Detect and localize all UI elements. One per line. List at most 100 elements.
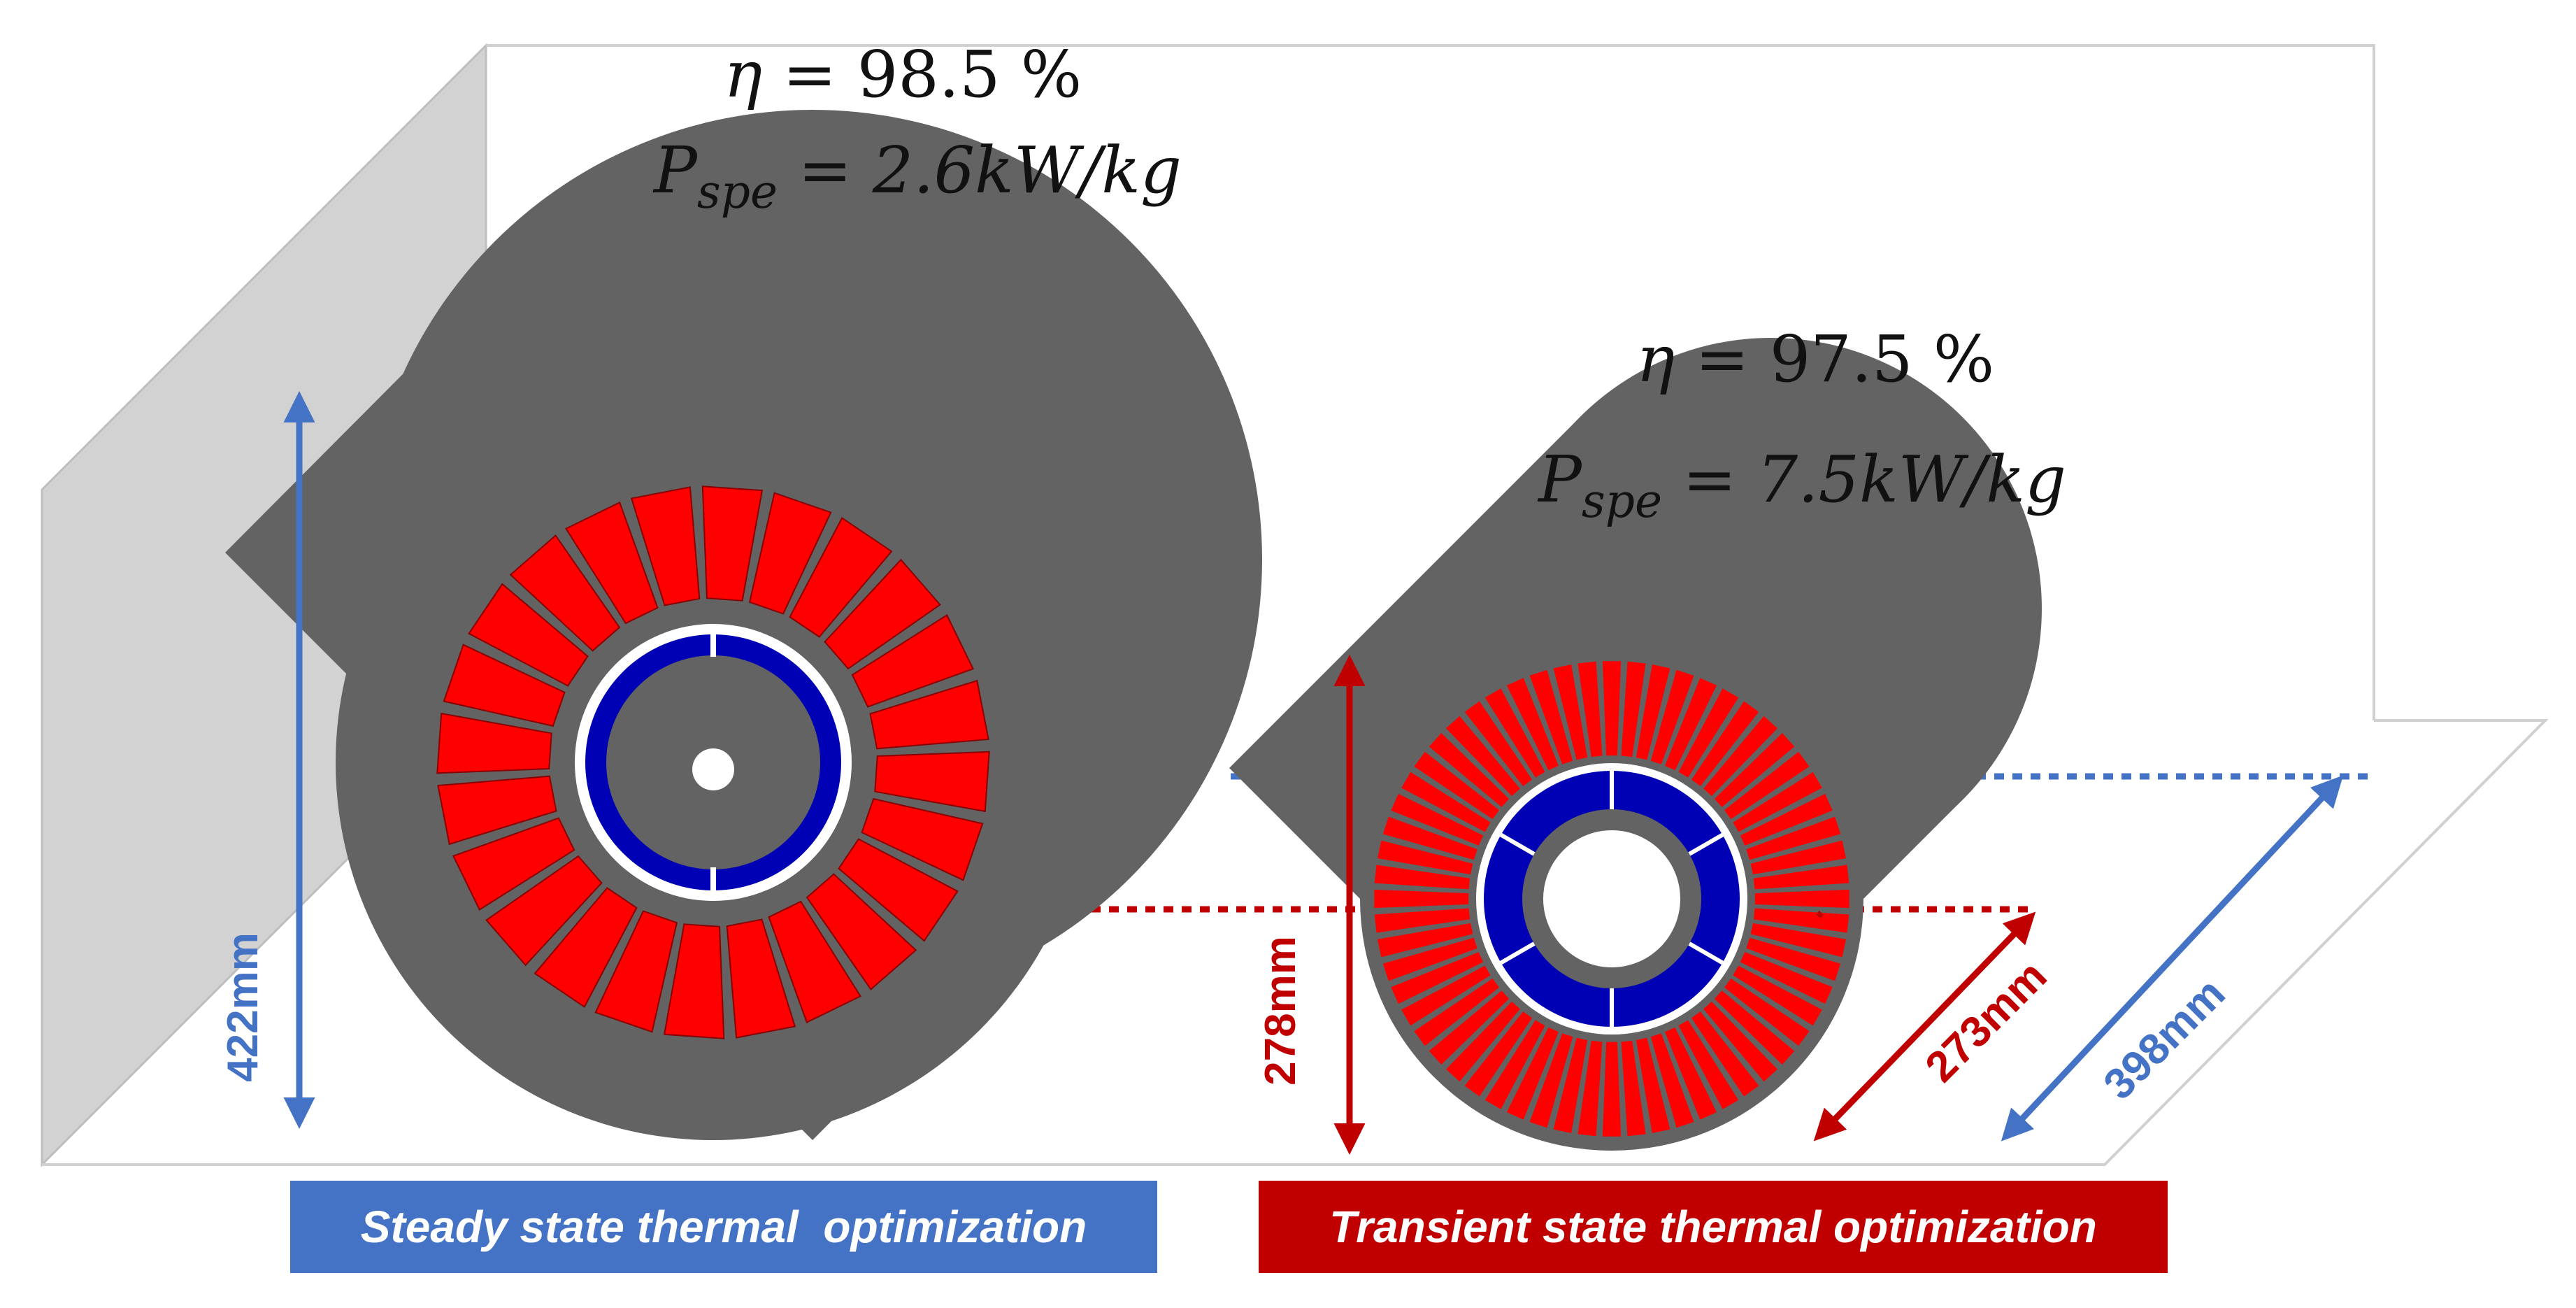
winding-slot: [1429, 990, 1509, 1065]
winding-slot: [1621, 661, 1646, 758]
winding-slot: [1446, 716, 1520, 796]
transient-height-label: 278mm: [1257, 936, 1305, 1086]
steady-shaft-hole: [692, 748, 734, 790]
winding-slot: [1401, 772, 1491, 832]
winding-slot: [1553, 1037, 1588, 1133]
steady-stator-windings: [436, 485, 990, 1039]
steady-state-caption: Steady state thermal optimization: [360, 1202, 1087, 1252]
transient-depth-arrow-main: [1813, 911, 2036, 1142]
winding-slot: [1429, 733, 1509, 807]
winding-slot: [1703, 1002, 1777, 1082]
winding-slot: [1636, 664, 1670, 760]
winding-slot: [1391, 793, 1484, 846]
transient-state-caption-banner: Transient state thermal optimization: [1259, 1181, 2168, 1273]
winding-slot: [851, 614, 974, 708]
winding-slot: [861, 797, 984, 881]
winding-slot: [789, 517, 893, 638]
winding-slot: [1577, 1040, 1603, 1137]
winding-slot: [1484, 1020, 1545, 1109]
winding-slot: [443, 644, 566, 727]
steady-magnet-gap-bottom: [710, 867, 716, 891]
transient-efficiency-formula: η = 97.5 %: [1636, 322, 1994, 397]
winding-slot: [1754, 889, 1849, 909]
winding-slot: [1733, 772, 1822, 832]
winding-slot: [1378, 923, 1473, 958]
winding-slot: [1374, 865, 1471, 890]
winding-slot: [1553, 664, 1588, 760]
winding-slot: [1577, 661, 1603, 758]
winding-slot: [1529, 669, 1573, 765]
winding-slot: [1506, 1027, 1559, 1120]
winding-slot: [1715, 733, 1795, 807]
winding-slot: [630, 486, 701, 606]
winding-slot: [534, 887, 638, 1008]
winding-slot: [509, 534, 621, 652]
winding-slot: [1691, 1011, 1759, 1097]
winding-slot: [1753, 865, 1849, 890]
winding-slot: [1464, 701, 1532, 786]
transient-state-caption: Transient state thermal optimization: [1329, 1202, 2097, 1252]
winding-slot: [1446, 1002, 1520, 1082]
winding-slot: [1740, 952, 1833, 1004]
winding-slot: [1678, 1020, 1739, 1109]
steady-height-label: 422mm: [219, 932, 267, 1082]
winding-slot: [452, 817, 575, 911]
winding-slot: [1382, 816, 1477, 860]
steady-depth-reference-label: 398mm: [2095, 969, 2235, 1109]
winding-slot: [663, 923, 725, 1039]
winding-slot: [748, 492, 832, 615]
winding-slot: [1740, 793, 1833, 846]
winding-slot: [1703, 716, 1777, 796]
magnet-gap: [1688, 941, 1726, 966]
winding-slot: [1665, 678, 1717, 771]
magnet-gap: [1498, 941, 1536, 966]
winding-slot: [1506, 678, 1559, 771]
steady-depth-arrow: [2001, 775, 2344, 1142]
winding-slot: [838, 838, 959, 942]
transient-magnet-gaps: [1498, 769, 1726, 1029]
steady-power-formula: Pspe = 2.6kW/kg: [652, 133, 1182, 219]
winding-slot: [1464, 1011, 1532, 1097]
winding-slot: [1401, 965, 1491, 1026]
winding-slot: [1602, 661, 1622, 756]
winding-slot: [1378, 840, 1473, 875]
winding-slot: [1733, 965, 1822, 1026]
winding-slot: [1484, 688, 1545, 778]
winding-slot: [1374, 889, 1469, 909]
winding-slot: [1746, 816, 1841, 860]
winding-slot: [1715, 990, 1795, 1065]
winding-slot: [1724, 751, 1810, 819]
winding-slot: [1650, 1033, 1694, 1128]
steady-efficiency-formula: η = 98.5 %: [724, 37, 1082, 112]
winding-slot: [594, 910, 678, 1033]
winding-slot: [824, 558, 941, 670]
magnet-gap: [1498, 832, 1536, 856]
winding-slot: [485, 855, 603, 967]
transient-shaft-bore: [1543, 830, 1680, 967]
winding-slot: [1621, 1040, 1646, 1137]
winding-slot: [1529, 1033, 1573, 1128]
transient-state-motor: [1229, 338, 2042, 1151]
winding-slot: [1374, 908, 1471, 933]
winding-slot: [436, 712, 552, 774]
winding-slot: [1636, 1037, 1670, 1133]
winding-slot: [1602, 1042, 1622, 1137]
winding-slot: [806, 873, 917, 990]
winding-slot: [869, 679, 989, 750]
steady-magnet-gap-top: [710, 633, 716, 657]
winding-slot: [565, 502, 659, 625]
winding-slot: [468, 583, 589, 687]
winding-slot: [726, 918, 796, 1039]
transient-power-formula: Pspe = 7.5kW/kg: [1537, 442, 2066, 528]
winding-slot: [1650, 669, 1694, 765]
magnet-gap: [1688, 832, 1726, 856]
winding-slot: [1665, 1027, 1717, 1120]
winding-slot: [1691, 701, 1759, 786]
winding-slot: [1750, 840, 1846, 875]
winding-slot: [874, 751, 990, 813]
winding-slot: [1414, 979, 1499, 1046]
winding-slot: [1391, 952, 1484, 1004]
steady-state-motor: [225, 110, 1262, 1141]
winding-slot: [1724, 979, 1810, 1046]
